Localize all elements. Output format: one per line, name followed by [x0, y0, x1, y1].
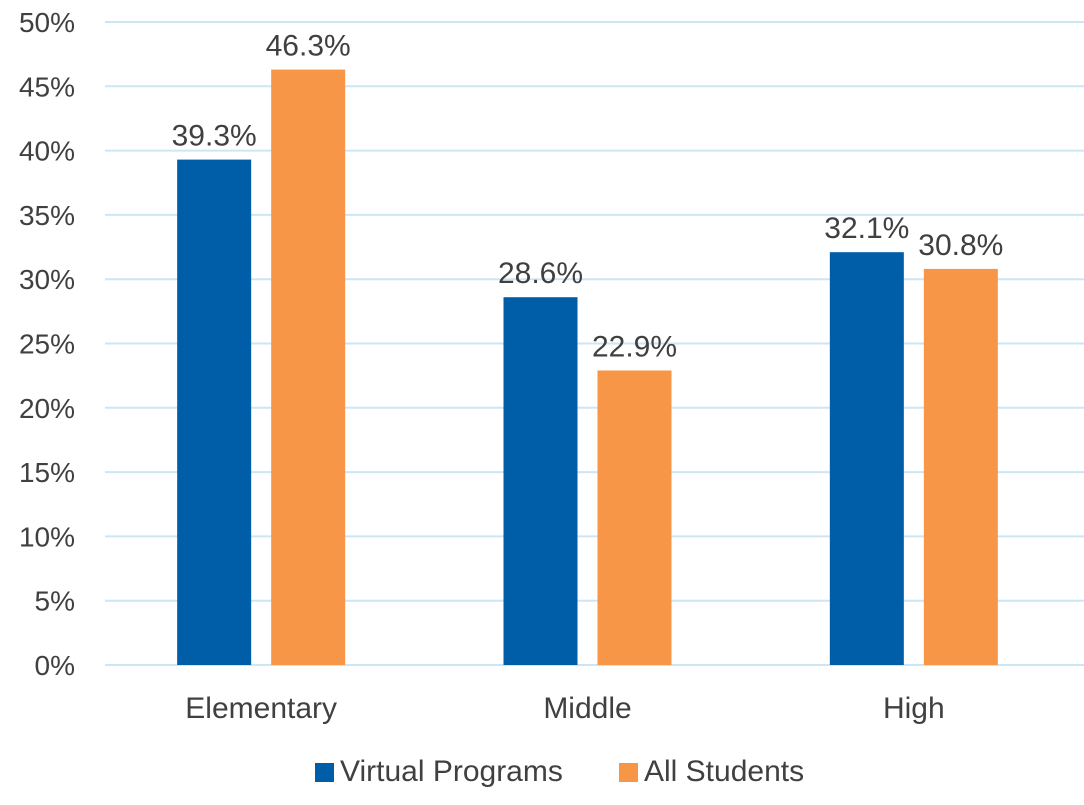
- x-axis-category-labels: Elementary Middle High: [185, 692, 944, 725]
- y-tick-label: 15%: [19, 457, 75, 488]
- y-tick-label: 10%: [19, 521, 75, 552]
- data-label: 30.8%: [918, 229, 1003, 262]
- data-label: 39.3%: [172, 120, 257, 153]
- bar-virtual-programs-high: [829, 252, 904, 665]
- bar-all-students-middle: [597, 370, 672, 665]
- bar-all-students-elementary: [271, 69, 346, 665]
- y-axis-tick-labels: 0% 5% 10% 15% 20% 25% 30% 35% 40% 45% 50%: [19, 7, 75, 681]
- y-tick-label: 35%: [19, 200, 75, 231]
- bar-virtual-programs-middle: [503, 297, 578, 665]
- x-category-label: High: [883, 692, 945, 725]
- bar-all-students-high: [923, 268, 998, 665]
- data-label: 22.9%: [592, 331, 677, 364]
- data-label: 46.3%: [266, 30, 351, 63]
- data-label: 28.6%: [498, 257, 583, 290]
- data-labels: 39.3% 46.3% 28.6% 22.9% 32.1% 30.8%: [172, 30, 1004, 364]
- y-tick-label: 45%: [19, 71, 75, 102]
- data-label: 32.1%: [824, 212, 909, 245]
- gridlines: [105, 21, 1084, 666]
- legend-label: Virtual Programs: [340, 755, 563, 788]
- legend-swatch: [619, 763, 638, 782]
- y-tick-label: 30%: [19, 264, 75, 295]
- bars: [177, 69, 998, 666]
- x-category-label: Middle: [543, 692, 631, 725]
- bar-virtual-programs-elementary: [177, 159, 252, 666]
- legend: Virtual Programs All Students: [315, 755, 804, 788]
- y-tick-label: 50%: [19, 7, 75, 38]
- y-tick-label: 5%: [35, 586, 75, 617]
- y-tick-label: 20%: [19, 393, 75, 424]
- legend-swatch: [315, 763, 334, 782]
- legend-label: All Students: [644, 755, 804, 788]
- x-category-label: Elementary: [185, 692, 337, 725]
- y-tick-label: 25%: [19, 329, 75, 360]
- y-tick-label: 40%: [19, 136, 75, 167]
- y-tick-label: 0%: [35, 650, 75, 681]
